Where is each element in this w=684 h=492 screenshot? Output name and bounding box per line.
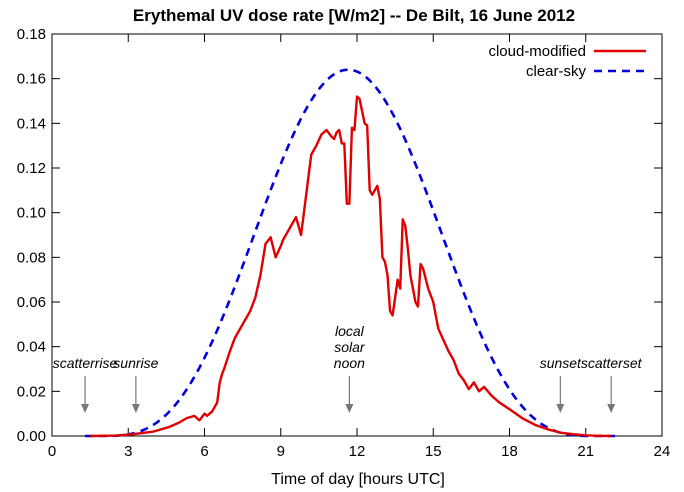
y-tick-label-5: 0.10 <box>17 205 46 222</box>
y-tick-label-9: 0.18 <box>17 26 46 43</box>
series-clear-sky-line <box>85 68 615 438</box>
series-cloud-modified-line <box>90 95 612 438</box>
legend-label-clear-sky: clear-sky <box>526 63 587 80</box>
x-tick-label-9: 9 <box>277 443 285 460</box>
legend-label-cloud-modified: cloud-modified <box>488 43 586 60</box>
y-tick-label-3: 0.06 <box>17 294 46 311</box>
annotation-sunset: sunset <box>540 355 582 371</box>
plot-area: 0 3 6 9 12 15 18 21 24 0.00 0.02 0.04 0.06 0.08 0.10 0.… <box>17 26 671 460</box>
annotation-arrowhead-3 <box>556 404 565 413</box>
annotation-arrowhead-2 <box>345 404 354 413</box>
x-tick-label-15: 15 <box>425 443 442 460</box>
x-tick-label-6: 6 <box>200 443 208 460</box>
y-tick-label-4: 0.08 <box>17 249 46 266</box>
x-axis-label: Time of day [hours UTC] <box>271 471 445 488</box>
x-tick-label-24: 24 <box>654 443 671 460</box>
y-tick-label-7: 0.14 <box>17 115 46 132</box>
x-tick-label-18: 18 <box>501 443 518 460</box>
chart-title: Erythemal UV dose rate [W/m2] -- De Bilt… <box>133 6 575 25</box>
annotation-scatterset: scatterset <box>581 355 643 371</box>
y-tick-label-8: 0.16 <box>17 71 46 88</box>
y-tick-label-1: 0.02 <box>17 383 46 400</box>
x-tick-label-3: 3 <box>124 443 132 460</box>
x-tick-label-21: 21 <box>577 443 594 460</box>
x-tick-label-0: 0 <box>48 443 56 460</box>
plot-frame <box>51 33 663 437</box>
y-tick-label-2: 0.04 <box>17 339 46 356</box>
y-tick-label-0: 0.00 <box>17 428 46 445</box>
annotation-scatterrise: scatterrise <box>53 355 118 371</box>
x-tick-label-12: 12 <box>349 443 366 460</box>
annotation-sunrise: sunrise <box>113 355 158 371</box>
y-tick-label-6: 0.12 <box>17 160 46 177</box>
annotation-local-solar-noon: local solar noon <box>334 323 366 371</box>
annotation-arrowhead-4 <box>607 404 616 413</box>
annotation-arrowhead-1 <box>131 404 140 413</box>
annotation-arrowhead-0 <box>81 404 90 413</box>
